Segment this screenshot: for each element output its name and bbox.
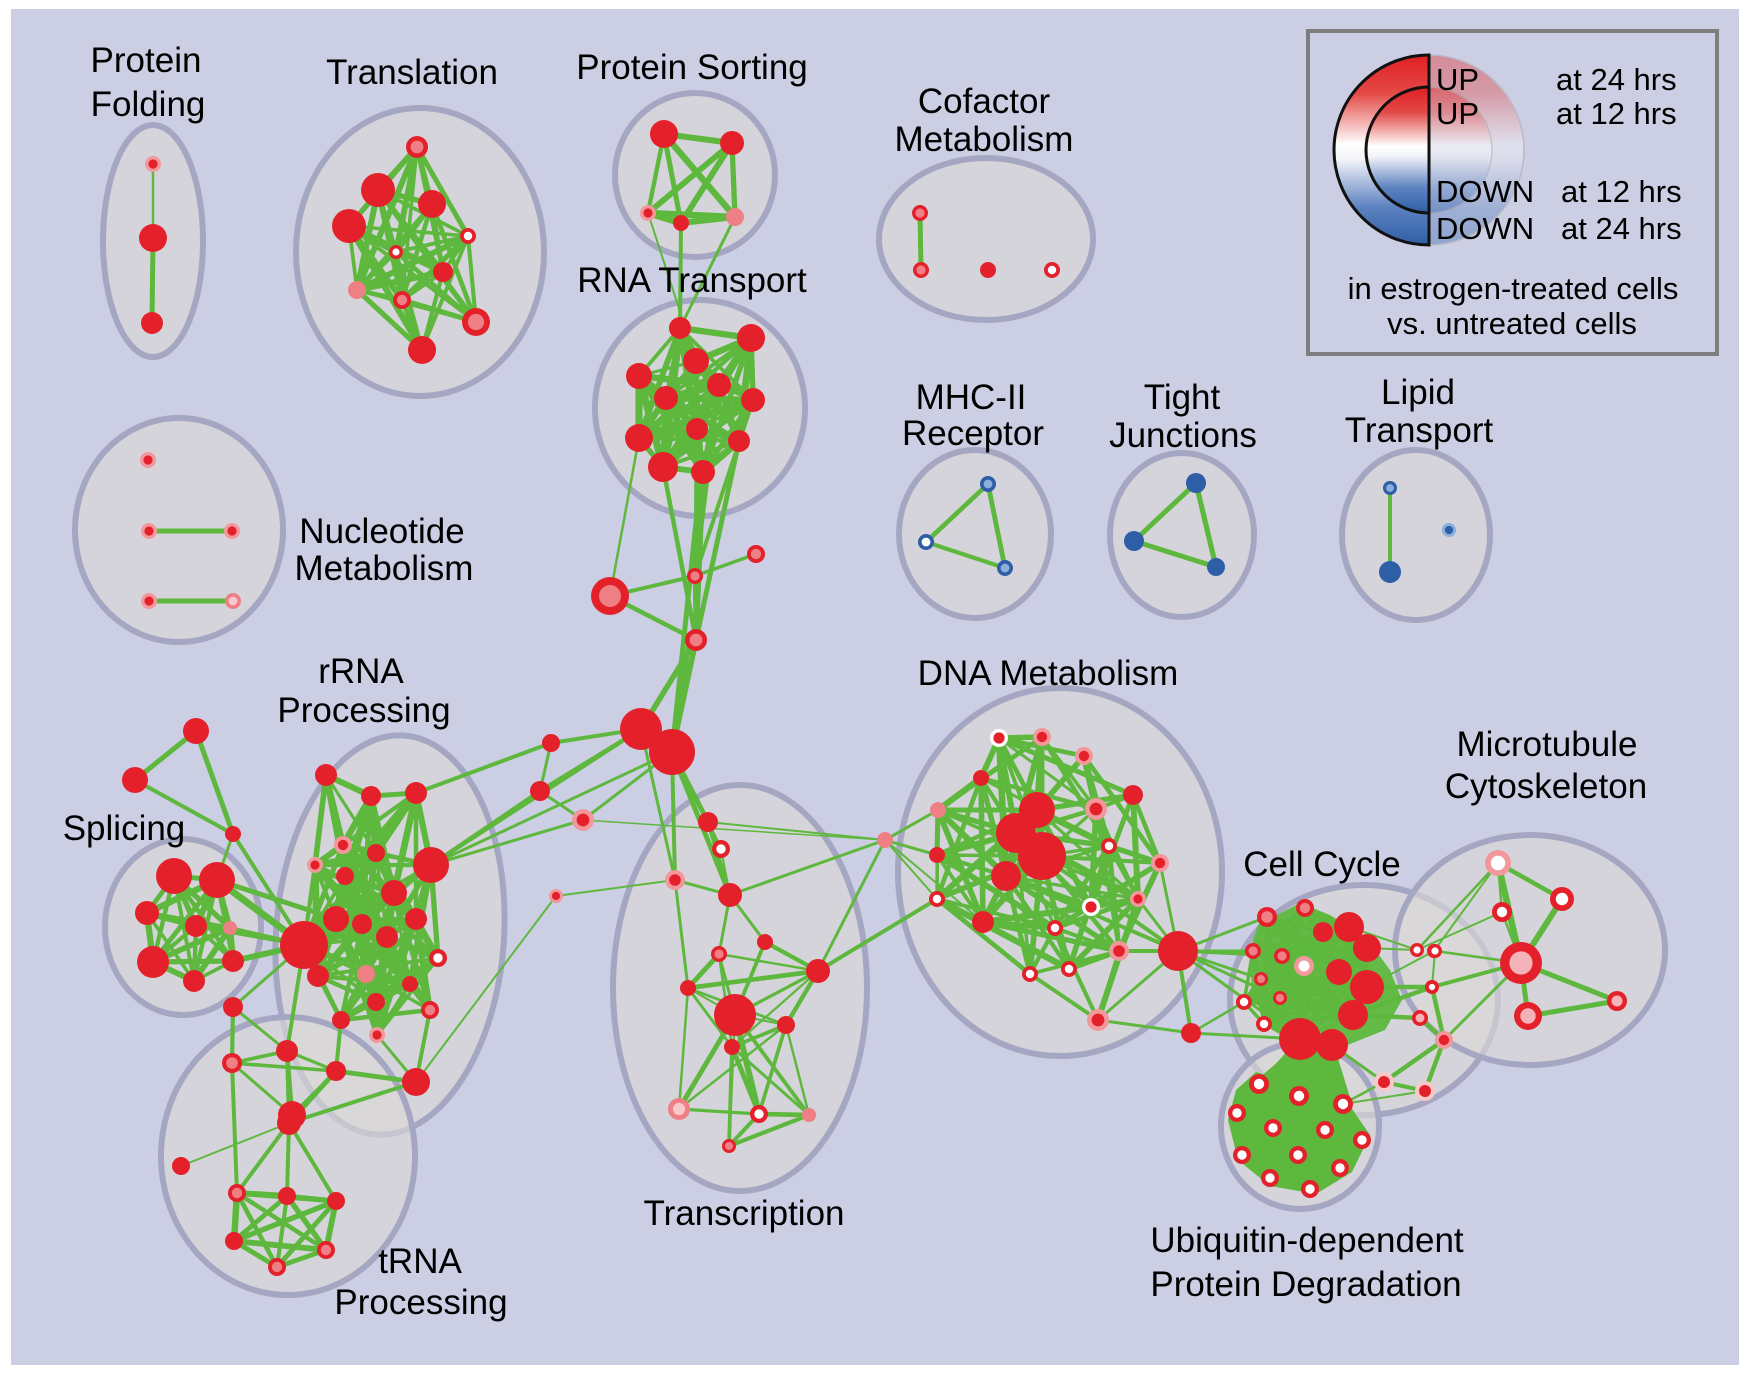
svg-text:at 12 hrs: at 12 hrs xyxy=(1556,96,1677,131)
svg-text:Translation: Translation xyxy=(326,53,498,92)
svg-text:Processing: Processing xyxy=(277,691,450,730)
svg-text:Tight: Tight xyxy=(1144,378,1221,417)
svg-text:Splicing: Splicing xyxy=(63,809,186,848)
svg-text:at 24 hrs: at 24 hrs xyxy=(1556,62,1677,97)
svg-text:Metabolism: Metabolism xyxy=(295,549,474,588)
svg-text:vs. untreated cells: vs. untreated cells xyxy=(1387,306,1637,341)
svg-text:Folding: Folding xyxy=(91,85,206,124)
svg-text:in estrogen-treated cells: in estrogen-treated cells xyxy=(1348,271,1679,306)
svg-text:Cell Cycle: Cell Cycle xyxy=(1243,845,1401,884)
svg-text:rRNA: rRNA xyxy=(318,652,404,691)
svg-text:RNA Transport: RNA Transport xyxy=(577,261,807,300)
svg-text:MHC-II: MHC-II xyxy=(916,378,1027,417)
svg-text:Ubiquitin-dependent: Ubiquitin-dependent xyxy=(1150,1221,1464,1260)
svg-text:Transcription: Transcription xyxy=(644,1194,845,1233)
svg-text:DNA Metabolism: DNA Metabolism xyxy=(918,654,1179,693)
svg-text:Microtubule: Microtubule xyxy=(1457,725,1638,764)
svg-text:Junctions: Junctions xyxy=(1109,416,1257,455)
svg-text:Protein Degradation: Protein Degradation xyxy=(1150,1265,1461,1304)
svg-text:Lipid: Lipid xyxy=(1381,373,1455,412)
svg-text:Receptor: Receptor xyxy=(902,414,1044,453)
svg-text:Metabolism: Metabolism xyxy=(895,120,1074,159)
svg-text:Protein: Protein xyxy=(91,41,202,80)
svg-text:UP: UP xyxy=(1436,96,1479,131)
svg-text:UP: UP xyxy=(1436,62,1479,97)
svg-text:DOWN: DOWN xyxy=(1436,211,1534,246)
svg-text:DOWN: DOWN xyxy=(1436,174,1534,209)
svg-text:Transport: Transport xyxy=(1345,411,1494,450)
svg-text:Processing: Processing xyxy=(334,1283,507,1322)
svg-text:at 12 hrs: at 12 hrs xyxy=(1561,174,1682,209)
svg-text:Protein Sorting: Protein Sorting xyxy=(576,48,808,87)
svg-text:tRNA: tRNA xyxy=(378,1242,462,1281)
svg-text:Nucleotide: Nucleotide xyxy=(299,512,464,551)
svg-text:Cofactor: Cofactor xyxy=(918,82,1051,121)
svg-text:Cytoskeleton: Cytoskeleton xyxy=(1445,767,1647,806)
svg-text:at 24 hrs: at 24 hrs xyxy=(1561,211,1682,246)
